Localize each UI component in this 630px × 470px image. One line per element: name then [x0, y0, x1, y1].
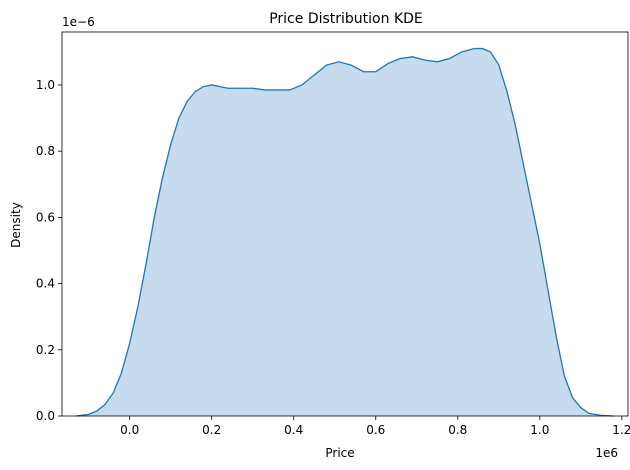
x-tick-label: 0.0 — [120, 423, 139, 437]
plot-frame — [61, 31, 629, 417]
y-tick-label: 1.0 — [36, 78, 55, 92]
y-tick-label: 0.4 — [36, 277, 55, 291]
plot-area — [76, 47, 614, 417]
y-tick-label: 0.6 — [36, 210, 55, 224]
x-tick-label: 0.4 — [284, 423, 303, 437]
chart-title: Price Distribution KDE — [269, 11, 423, 27]
x-offset-label: 1e6 — [595, 446, 618, 460]
x-tick-label: 0.8 — [448, 423, 467, 437]
x-axis: 0.0 0.2 0.4 0.6 0.8 1.0 1.2 — [120, 416, 630, 437]
kde-area-fill — [76, 48, 614, 417]
x-tick-label: 1.0 — [530, 423, 549, 437]
y-axis-label: Density — [9, 202, 23, 248]
y-offset-label: 1e−6 — [62, 15, 95, 29]
y-tick-label: 0.8 — [36, 144, 55, 158]
x-axis-label: Price — [325, 446, 354, 460]
x-tick-label: 0.2 — [202, 423, 221, 437]
y-tick-label: 0.2 — [36, 343, 55, 357]
kde-line — [76, 47, 614, 417]
x-tick-label: 0.6 — [366, 423, 385, 437]
y-tick-label: 0.0 — [36, 409, 55, 423]
y-axis: 0.0 0.2 0.4 0.6 0.8 1.0 — [36, 78, 62, 423]
x-tick-label: 1.2 — [612, 423, 630, 437]
